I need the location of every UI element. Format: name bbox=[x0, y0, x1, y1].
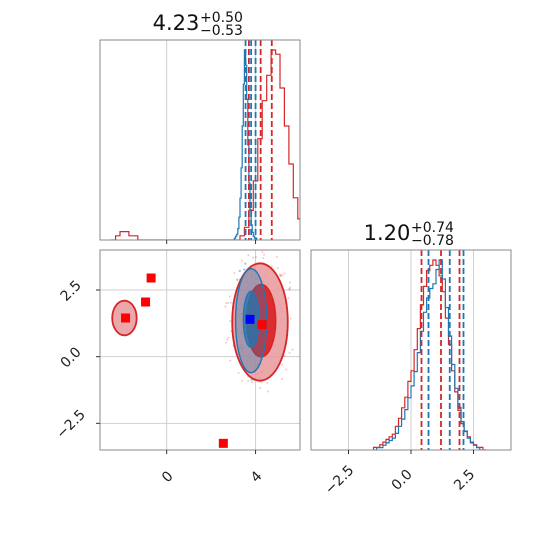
panel-title-top-left: 4.23 bbox=[153, 11, 200, 35]
sample-point bbox=[244, 262, 247, 265]
sample-point bbox=[289, 317, 292, 320]
sample-point bbox=[291, 348, 294, 351]
sample-point bbox=[224, 305, 227, 308]
tick-label-y-0: 2.5 bbox=[58, 278, 85, 305]
title-value-top-left: 4.23 bbox=[153, 11, 200, 35]
title-minus-top-left: −0.53 bbox=[200, 23, 243, 39]
quantile-lines-top-left bbox=[244, 40, 273, 240]
sample-point bbox=[241, 379, 244, 382]
sample-point bbox=[251, 381, 254, 384]
sample-point bbox=[276, 267, 279, 270]
sample-point bbox=[266, 390, 269, 393]
sample-point bbox=[225, 341, 228, 344]
sample-point bbox=[288, 281, 291, 284]
title-plus-bottom-right: +0.74 bbox=[411, 220, 454, 236]
sample-point bbox=[263, 253, 266, 256]
sample-point bbox=[255, 256, 258, 259]
sample-point bbox=[261, 250, 264, 253]
tick-label-x-0: −2.5 bbox=[322, 462, 357, 497]
sample-point bbox=[281, 273, 284, 276]
title-minus-bottom-right: −0.78 bbox=[411, 233, 454, 249]
hist-series-red-top-left bbox=[111, 49, 300, 240]
sample-point bbox=[226, 338, 229, 341]
marker-square-2 bbox=[121, 313, 131, 323]
markers-bottom-left bbox=[121, 273, 267, 448]
sample-point bbox=[233, 272, 236, 275]
sample-point bbox=[288, 287, 291, 290]
ticks-bottom-right: −2.5 0.0 2.5 bbox=[322, 450, 478, 498]
sample-point bbox=[285, 368, 288, 371]
sample-point bbox=[283, 355, 286, 358]
panel-bottom-right: 1.20 +0.74 −0.78 −2.5 0.0 2.5 bbox=[310, 220, 512, 498]
sample-point bbox=[281, 363, 284, 366]
tick-label-x-0: 0 bbox=[159, 468, 177, 486]
sample-point bbox=[279, 274, 282, 277]
sample-point bbox=[236, 278, 239, 281]
frame-top-left bbox=[99, 39, 301, 241]
sample-point bbox=[288, 288, 291, 291]
tick-label-x-2: 2.5 bbox=[451, 467, 478, 494]
sample-point bbox=[228, 295, 231, 298]
marker-square-5 bbox=[245, 314, 255, 324]
panel-bottom-left: 0 4 2.5 0.0 −2.5 bbox=[53, 249, 301, 486]
tick-label-y-2: −2.5 bbox=[53, 407, 88, 442]
tick-label-x-1: 4 bbox=[248, 468, 266, 486]
ticks-top-left bbox=[166, 240, 257, 244]
sample-point bbox=[289, 286, 292, 289]
sample-point bbox=[259, 387, 262, 390]
sample-point bbox=[281, 378, 284, 381]
sample-point bbox=[229, 301, 232, 304]
sample-point bbox=[227, 302, 230, 305]
frame-bottom-left bbox=[99, 249, 301, 451]
marker-square-3 bbox=[218, 438, 228, 448]
hist-series-blue-bottom-right bbox=[373, 259, 486, 450]
histograms-top-left bbox=[111, 49, 300, 240]
sample-point bbox=[260, 381, 263, 384]
quantile-lines-bottom-right bbox=[420, 250, 465, 450]
sample-point bbox=[266, 381, 269, 384]
sample-point bbox=[279, 273, 282, 276]
sample-point bbox=[247, 254, 250, 257]
sample-point bbox=[262, 257, 265, 260]
sample-point bbox=[241, 259, 244, 262]
marker-square-1 bbox=[141, 297, 151, 307]
sample-point bbox=[287, 297, 290, 300]
marker-square-0 bbox=[146, 273, 156, 283]
tick-label-y-1: 0.0 bbox=[58, 344, 85, 371]
sample-point bbox=[283, 272, 286, 275]
sample-point bbox=[247, 379, 250, 382]
marker-square-4 bbox=[257, 320, 267, 330]
grid-bottom-right bbox=[348, 250, 474, 450]
tick-label-x-1: 0.0 bbox=[389, 467, 416, 494]
histograms-bottom-right bbox=[372, 259, 486, 450]
sample-point bbox=[229, 359, 232, 362]
title-value-bottom-right: 1.20 bbox=[364, 221, 411, 245]
sample-point bbox=[227, 336, 230, 339]
sample-point bbox=[237, 372, 240, 375]
panel-top-left: 4.23 +0.50 −0.53 bbox=[99, 10, 301, 244]
sample-point bbox=[225, 302, 228, 305]
sample-point bbox=[288, 351, 291, 354]
sample-point bbox=[243, 268, 246, 271]
sample-point bbox=[252, 256, 255, 259]
sample-point bbox=[238, 269, 241, 273]
title-plus-top-left: +0.50 bbox=[200, 10, 243, 26]
panel-title-bottom-right: 1.20 bbox=[364, 221, 411, 245]
sample-point bbox=[275, 255, 278, 258]
sample-point bbox=[229, 320, 232, 323]
sample-point bbox=[280, 275, 283, 278]
